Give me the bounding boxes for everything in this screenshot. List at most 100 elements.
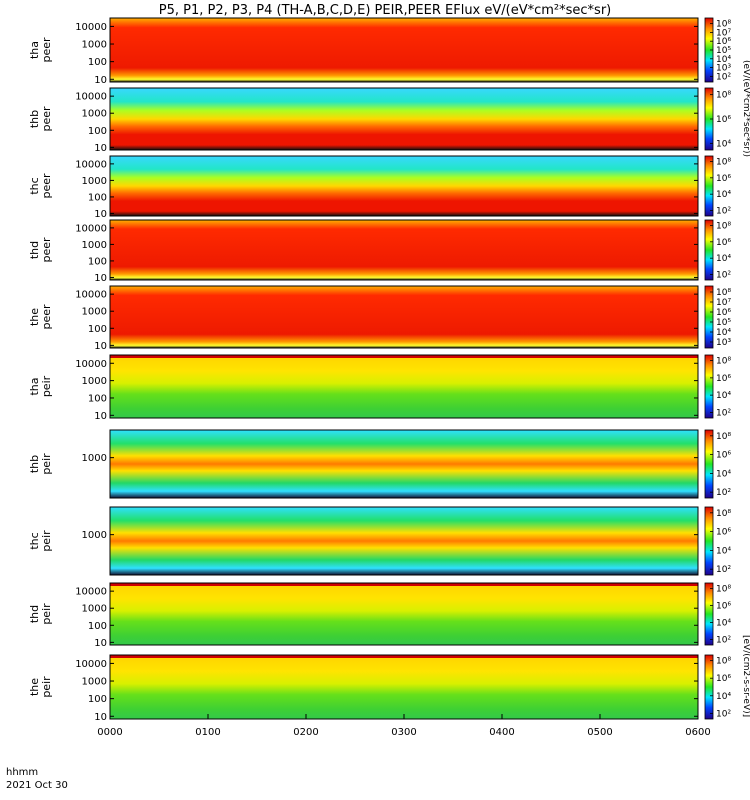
panel-frame	[109, 87, 699, 151]
colorbar	[704, 654, 714, 720]
spectrogram-fill	[110, 88, 698, 150]
y-tick-label: 10000	[75, 92, 107, 103]
spectrogram-panel-thd-peer: thdpeer 10 100 1000 10000 10² 10⁴ 10⁶ 10⁸	[28, 219, 731, 284]
spectrogram-fill	[110, 286, 698, 348]
panel-y-label: thapeer	[28, 37, 53, 63]
colorbar-tick-label: 10⁷	[716, 298, 731, 308]
panels-layer: thapeer1010010001000010²10³10⁴10⁵10⁶10⁷1…	[28, 17, 731, 738]
panel-y-label: thdpeir	[28, 603, 53, 625]
y-tick-label: 10	[94, 341, 107, 352]
colorbar-tick-label: 10²	[716, 271, 731, 281]
colorbar-tick-label: 10⁶	[716, 115, 731, 125]
spectrogram-panel-the-peir: thepeir 10 100 1000 10000 10² 10⁴ 10⁶ 10⁸	[28, 654, 731, 723]
y-tick-label: 10000	[75, 359, 107, 370]
colorbar-tick-label: 10⁴	[716, 328, 731, 338]
colorbar-tick-label: 10⁶	[716, 238, 731, 248]
spectrogram-panel-tha-peer: thapeer 10 100 1000 10000 10²10³10⁴10⁵10⁶10⁷1…	[28, 17, 731, 86]
y-tick-label: 1000	[82, 109, 107, 120]
colorbar-tick-label: 10⁴	[716, 190, 731, 200]
colorbar	[704, 354, 714, 419]
colorbar-tick-label: 10⁸	[716, 221, 731, 231]
y-tick-label: 10	[94, 712, 107, 723]
colorbar-tick-label: 10²	[716, 488, 731, 498]
y-tick-label: 1000	[82, 530, 107, 541]
panel-frame	[109, 506, 699, 576]
colorbar-tick-label: 10⁷	[716, 28, 731, 38]
colorbar-tick-label: 10⁸	[716, 357, 731, 367]
colorbar-tick-label: 10⁶	[716, 528, 731, 538]
y-tick-label: 1000	[82, 307, 107, 318]
y-tick-label: 10000	[75, 587, 107, 598]
colorbar-tick-label: 10⁴	[716, 55, 731, 65]
x-tick-label: 0600	[685, 727, 710, 738]
colorbar-tick-label: 10⁸	[716, 288, 731, 298]
panel-y-label: thepeir	[28, 676, 53, 698]
y-tick-label: 10	[94, 143, 107, 154]
x-tick-label: 0300	[391, 727, 416, 738]
y-tick-label: 10000	[75, 290, 107, 301]
y-tick-label: 100	[88, 621, 107, 632]
colorbar-tick-label: 10²	[716, 72, 731, 82]
y-tick-label: 10000	[75, 223, 107, 234]
colorbar-tick-label: 10⁶	[716, 374, 731, 384]
y-tick-label: 1000	[82, 376, 107, 387]
colorbar-tick-label: 10²	[716, 408, 731, 418]
panel-y-label: thcpeer	[28, 173, 53, 199]
colorbar-tick-label: 10⁸	[716, 432, 731, 442]
colorbar-tick-label: 10⁵	[716, 46, 731, 56]
y-tick-label: 100	[88, 324, 107, 335]
colorbar-tick-label: 10⁴	[716, 139, 731, 149]
colorbar	[704, 582, 714, 646]
panel-frame	[109, 582, 699, 646]
panel-frame	[109, 429, 699, 499]
colorbar-tick-label: 10²	[716, 635, 731, 645]
panel-y-label: thapeir	[28, 375, 53, 397]
spectrogram-fill	[110, 430, 698, 498]
x-tick-label: 0400	[489, 727, 514, 738]
spectrogram-fill	[110, 655, 698, 719]
colorbar-tick-label: 10⁴	[716, 618, 731, 628]
y-tick-label: 100	[88, 393, 107, 404]
plot-date: 2021 Oct 30	[6, 780, 68, 791]
colorbar-tick-label: 10³	[716, 338, 731, 348]
spectrogram-panel-thb-peir: thbpeir 1000 10² 10⁴ 10⁶ 10⁸	[28, 429, 731, 499]
y-tick-label: 10	[94, 638, 107, 649]
colorbar	[704, 429, 714, 499]
spectrogram-panel-thc-peir: thcpeir 1000 10² 10⁴ 10⁶ 10⁸	[28, 506, 731, 576]
panel-y-label: thbpeir	[28, 453, 53, 475]
x-tick-label: 0500	[587, 727, 612, 738]
colorbar-tick-label: 10⁸	[716, 657, 731, 667]
x-tick-label: 0100	[195, 727, 220, 738]
panel-frame	[109, 219, 699, 281]
colorbar-tick-label: 10⁸	[716, 91, 731, 101]
colorbar-tick-label: 10⁶	[716, 602, 731, 612]
x-tick-label: 0200	[293, 727, 318, 738]
panel-y-label: thcpeir	[28, 530, 53, 552]
colorbar-tick-label: 10⁶	[716, 37, 731, 47]
y-tick-label: 10	[94, 75, 107, 86]
y-tick-label: 10000	[75, 659, 107, 670]
y-tick-label: 10	[94, 411, 107, 422]
spectrogram-panel-thb-peer: thbpeer 10 100 1000 10000 10⁴ 10⁶ 10⁸	[28, 87, 731, 154]
y-tick-label: 1000	[82, 240, 107, 251]
colorbar-tick-label: 10⁴	[716, 692, 731, 702]
colorbar-tick-label: 10⁴	[716, 469, 731, 479]
panel-y-label: thepeer	[28, 304, 53, 330]
panel-top-stripe	[110, 583, 698, 586]
spectrogram-fill	[110, 156, 698, 216]
colorbar-tick-label: 10⁴	[716, 254, 731, 264]
figure-title: P5, P1, P2, P3, P4 (TH-A,B,C,D,E) PEIR,P…	[159, 3, 612, 18]
colorbar-tick-label: 10²	[716, 709, 731, 719]
panel-top-stripe	[110, 655, 698, 658]
y-tick-label: 1000	[82, 453, 107, 464]
panel-y-label: thdpeer	[28, 237, 53, 263]
y-tick-label: 10	[94, 209, 107, 220]
y-tick-label: 10000	[75, 22, 107, 33]
colorbar-tick-label: 10²	[716, 207, 731, 217]
x-axis-name: hhmm	[6, 767, 38, 778]
panel-frame	[109, 155, 699, 217]
spectrogram-panel-thd-peir: thdpeir 10 100 1000 10000 10² 10⁴ 10⁶ 10⁸	[28, 582, 731, 649]
colorbar	[704, 506, 714, 576]
colorbar-tick-label: 10⁶	[716, 308, 731, 318]
